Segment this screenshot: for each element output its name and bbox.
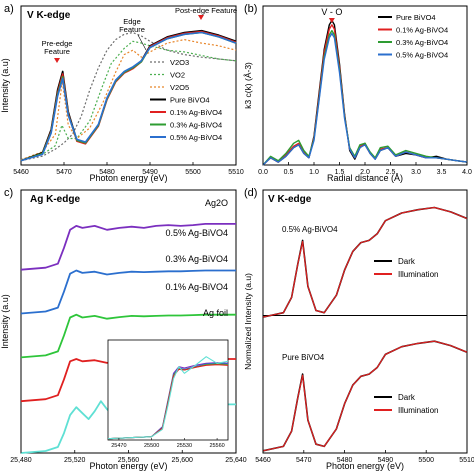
panel-c-series-1 xyxy=(20,269,236,315)
panel-b-title: V - O xyxy=(321,7,342,17)
panel-b-xtick-label: 3.5 xyxy=(437,169,447,176)
panel-a-xtick-label: 5470 xyxy=(56,169,72,176)
panel-b-arrow xyxy=(328,18,335,23)
panel-a-annotation: Post-edge Feature xyxy=(175,6,237,15)
panel-b-xlabel: Radial distance (Å) xyxy=(327,173,403,183)
panel-c-series-label: 0.5% Ag-BiVO4 xyxy=(165,228,228,238)
panel-d-legend-label: Dark xyxy=(398,393,416,402)
panel-c-inset-series-4 xyxy=(107,356,229,440)
panel-d-xtick-label: 5470 xyxy=(296,457,312,464)
panel-a-legend-label: 0.3% Ag-BiVO4 xyxy=(170,121,222,130)
panel-b-legend-label: 0.3% Ag-BiVO4 xyxy=(396,38,448,47)
panel-a-legend-label: VO2 xyxy=(170,71,185,80)
panel-c-inset-series-3 xyxy=(107,364,229,440)
panel-c-xtick-label: 25,560 xyxy=(118,457,140,464)
panel-b-series-3 xyxy=(262,32,468,166)
panel-c-xtick-label: 25,640 xyxy=(225,457,247,464)
panel-c-inset-xtick-label: 25560 xyxy=(209,443,224,449)
panel-d-letter: (d) xyxy=(244,187,257,199)
panel-a-frame xyxy=(20,5,237,166)
panel-c-series-label: Ag2O xyxy=(205,198,228,208)
panel-a-xtick-label: 5490 xyxy=(142,169,158,176)
panel-d-xlabel: Photon energy (eV) xyxy=(326,461,404,471)
panel-c-inset-xtick-label: 25470 xyxy=(111,443,126,449)
panel-c-ylabel: Intensity (a.u) xyxy=(0,294,10,349)
panel-c-series-label: 0.1% Ag-BiVO4 xyxy=(165,282,228,292)
panel-a-title: V K-edge xyxy=(27,10,71,21)
panel-c-xtick-label: 25,600 xyxy=(172,457,194,464)
panel-b-legend-label: Pure BiVO4 xyxy=(396,13,436,22)
panel-b-xtick-label: 0.5 xyxy=(284,169,294,176)
panel-d-sub0-series-1 xyxy=(262,206,468,318)
panel-b-xtick-label: 4.0 xyxy=(462,169,472,176)
panel-a-xtick-label: 5510 xyxy=(228,169,244,176)
panel-a-xtick-label: 5480 xyxy=(99,169,115,176)
panel-b-letter: (b) xyxy=(244,3,257,15)
panel-a-legend-label: 0.1% Ag-BiVO4 xyxy=(170,108,222,117)
panel-c-series-0 xyxy=(20,222,236,271)
panel-a-annotation: Pre-edge xyxy=(42,39,73,48)
panel-a-annotation: Feature xyxy=(119,25,145,34)
panel-c-series-2 xyxy=(20,313,236,359)
panel-d-xtick-label: 5500 xyxy=(418,457,434,464)
panel-c-inset-xtick-label: 25500 xyxy=(144,443,159,449)
panel-c-xtick-label: 25,520 xyxy=(64,457,86,464)
panel-b-xtick-label: 2.5 xyxy=(386,169,396,176)
panel-d-title: V K-edge xyxy=(268,194,312,205)
panel-c-xtick-label: 25,480 xyxy=(10,457,32,464)
panel-a-ylabel: Intensity (a.u) xyxy=(0,58,10,113)
panel-a-pointer xyxy=(137,34,147,51)
panel-c-inset-frame xyxy=(107,339,229,441)
panel-d-ylabel: Normalized Intensity (a.u) xyxy=(243,273,253,370)
panel-d-xtick-label: 5480 xyxy=(337,457,353,464)
panel-b-ylabel: k3 c(k) (Å-3) xyxy=(243,62,253,109)
panel-d-xtick-label: 5490 xyxy=(378,457,394,464)
panel-c-series-label: 0.3% Ag-BiVO4 xyxy=(165,254,228,264)
panel-a-legend-label: V2O5 xyxy=(170,83,189,92)
panel-a-xlabel: Photon energy (eV) xyxy=(89,173,167,183)
panel-a-letter: a) xyxy=(4,3,14,15)
panel-b-xtick-label: 0.0 xyxy=(258,169,268,176)
panel-d-frame xyxy=(262,189,468,454)
panel-b-xtick-label: 3.0 xyxy=(411,169,421,176)
panel-d-sub-label: 0.5% Ag-BiVO4 xyxy=(282,225,338,234)
panel-c-title: Ag K-edge xyxy=(30,194,80,205)
panel-b-legend-label: 0.5% Ag-BiVO4 xyxy=(396,51,448,60)
panel-a-annotation: Edge xyxy=(123,17,141,26)
panel-a-legend-label: Pure BiVO4 xyxy=(170,96,210,105)
panel-d-xtick-label: 5460 xyxy=(255,457,271,464)
panel-b-legend-label: 0.1% Ag-BiVO4 xyxy=(396,26,448,35)
panel-d-sub0-series-0 xyxy=(262,206,468,318)
panel-a-series-1 xyxy=(20,40,237,161)
panel-a-xtick-label: 5460 xyxy=(13,169,29,176)
panel-a-series-2 xyxy=(20,38,237,161)
panel-c-series-label: Ag foil xyxy=(203,308,228,318)
panel-b-xtick-label: 1.5 xyxy=(335,169,345,176)
panel-a-xtick-label: 5500 xyxy=(185,169,201,176)
panel-a-series-6 xyxy=(20,31,237,162)
panel-a-arrow xyxy=(54,58,60,63)
panel-a-legend-label: 0.5% Ag-BiVO4 xyxy=(170,133,222,142)
panel-b-xtick-label: 2.0 xyxy=(360,169,370,176)
panel-c-inset-xtick-label: 25530 xyxy=(177,443,192,449)
panel-d-xtick-label: 5510 xyxy=(459,457,474,464)
panel-c-letter: c) xyxy=(4,187,13,199)
panel-d-legend-label: Illumination xyxy=(398,270,438,279)
panel-a-annotation: Feature xyxy=(44,47,70,56)
panel-d-legend-label: Dark xyxy=(398,257,416,266)
panel-d-legend-label: Illumination xyxy=(398,406,438,415)
panel-b-xtick-label: 1.0 xyxy=(309,169,319,176)
panel-d-sub-label: Pure BiVO4 xyxy=(282,353,325,362)
panel-c-xlabel: Photon energy (eV) xyxy=(89,461,167,471)
panel-a-arrow xyxy=(198,15,204,20)
panel-d-sub1-series-1 xyxy=(262,340,468,452)
panel-a-legend-label: V2O3 xyxy=(170,58,189,67)
panel-a-series-0 xyxy=(20,31,237,162)
